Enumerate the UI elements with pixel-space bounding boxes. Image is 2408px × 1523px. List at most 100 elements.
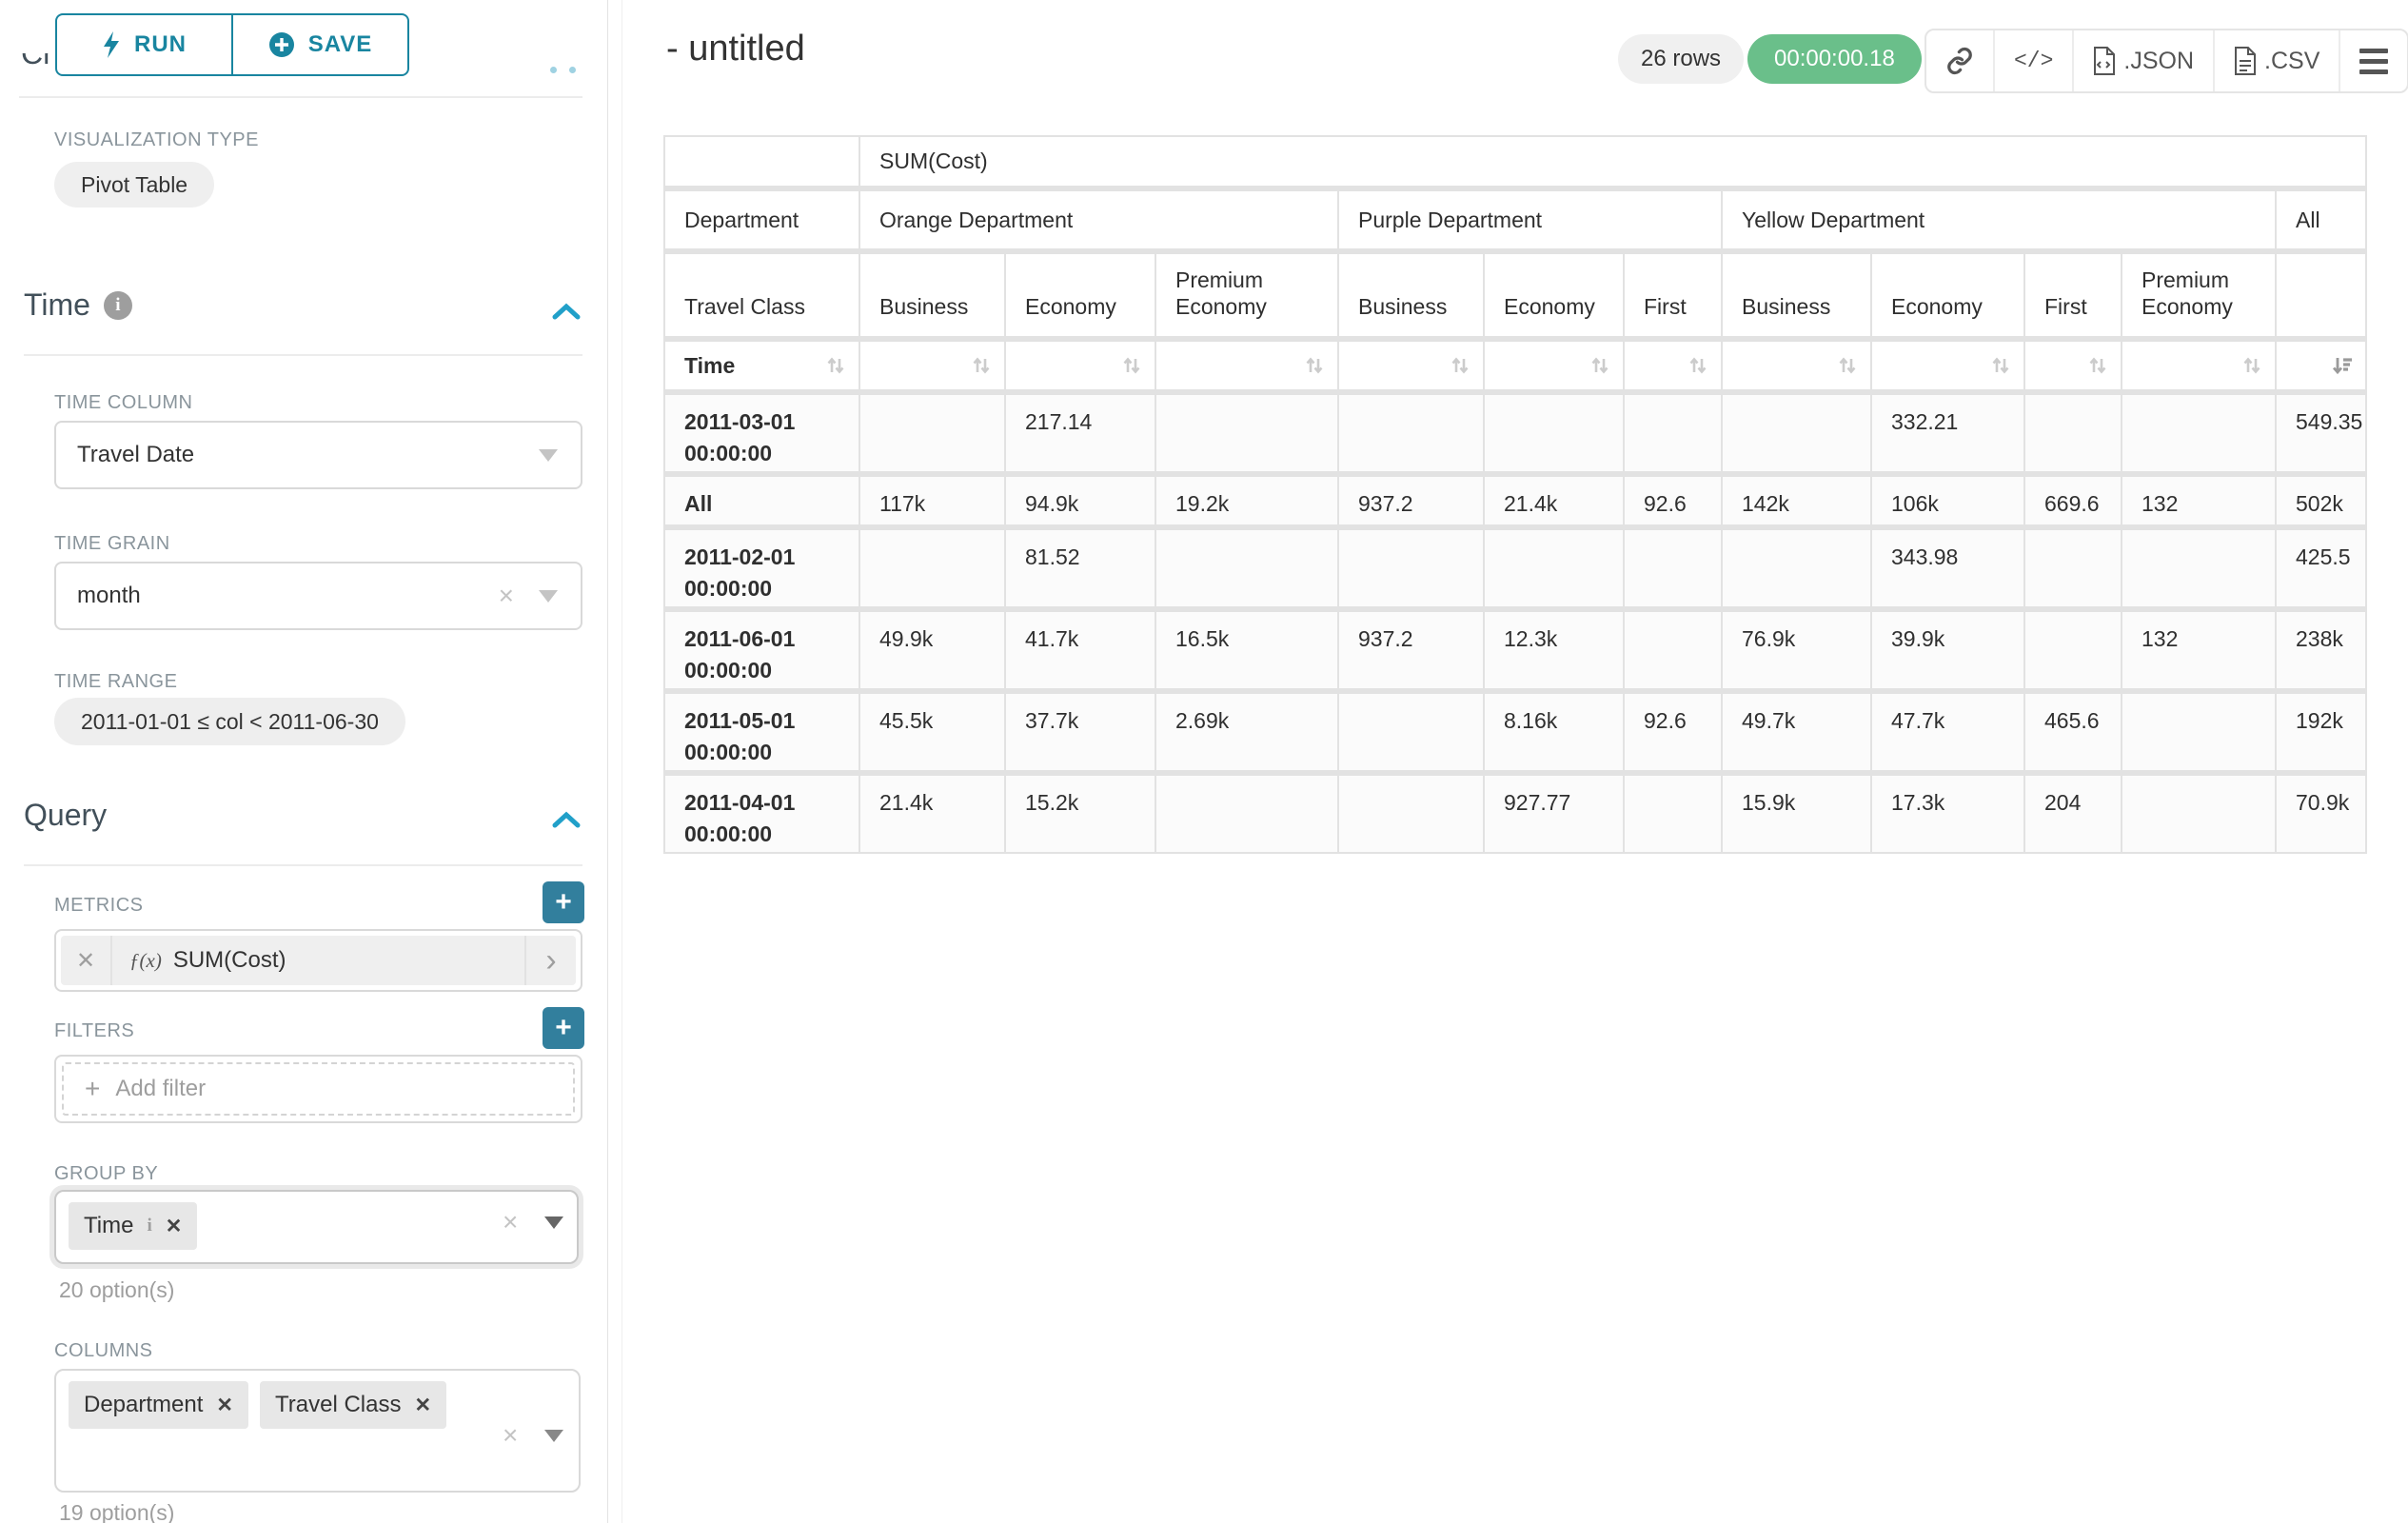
value-cell: 70.9k (2277, 776, 2365, 852)
leaf-column-header: First (1625, 254, 1721, 336)
bolt-icon (104, 31, 119, 58)
value-cell (1723, 530, 1870, 606)
remove-chip-icon[interactable]: ✕ (165, 1215, 183, 1237)
leaf-column-header: Economy (1006, 254, 1155, 336)
metric-name[interactable]: SUM(Cost) (172, 947, 286, 973)
remove-chip-icon[interactable]: ✕ (216, 1394, 233, 1416)
value-cell: 47.7k (1872, 694, 2023, 770)
remove-chip-icon[interactable]: ✕ (414, 1394, 432, 1416)
value-cell: 17.3k (1872, 776, 2023, 852)
sort-desc-header[interactable] (2277, 342, 2365, 389)
value-cell: 92.6 (1625, 477, 1721, 524)
leaf-column-header: Premium Economy (1156, 254, 1337, 336)
run-button[interactable]: RUN (57, 15, 231, 74)
row-count-badge: 26 rows (1618, 34, 1745, 84)
group-by-select[interactable]: Time i ✕ (54, 1190, 579, 1264)
caret-down-icon[interactable] (544, 1430, 563, 1442)
add-filter-plus-button[interactable]: + (543, 1007, 584, 1049)
time-grain-select[interactable]: month × (54, 562, 582, 630)
leaf-column-header: Economy (1872, 254, 2023, 336)
add-metric-button[interactable]: + (543, 881, 584, 923)
plus-circle-icon (268, 32, 294, 57)
value-cell: 37.7k (1006, 694, 1155, 770)
sort-header[interactable] (1625, 342, 1721, 389)
sort-header[interactable] (2025, 342, 2121, 389)
sort-header[interactable] (2122, 342, 2275, 389)
leaf-column-header: Premium Economy (2122, 254, 2275, 336)
time-column-select[interactable]: Travel Date (54, 421, 582, 489)
time-range-label: TIME RANGE (54, 671, 178, 692)
value-cell (1339, 776, 1483, 852)
value-cell (1339, 395, 1483, 471)
menu-button[interactable] (2339, 30, 2407, 91)
chevron-right-icon[interactable]: › (524, 936, 576, 985)
chevron-up-icon[interactable] (552, 303, 581, 320)
leaf-column-header (2277, 254, 2365, 336)
clear-icon[interactable]: × (503, 1420, 519, 1450)
value-cell: 94.9k (1006, 477, 1155, 524)
row-label-cell: 2011-03-01 00:00:00 (665, 395, 859, 471)
sort-header[interactable] (860, 342, 1004, 389)
sort-header[interactable] (1723, 342, 1870, 389)
leaf-column-header: First (2025, 254, 2121, 336)
value-cell: 45.5k (860, 694, 1004, 770)
panel-splitter[interactable] (607, 0, 608, 1523)
time-sort-header[interactable]: Time (665, 342, 859, 389)
value-cell (2122, 694, 2275, 770)
columns-chip[interactable]: Travel Class ✕ (260, 1381, 447, 1429)
time-range-pill[interactable]: 2011-01-01 ≤ col < 2011-06-30 (54, 698, 405, 745)
chart-title[interactable]: - untitled (666, 29, 805, 69)
value-cell: 2.69k (1156, 694, 1337, 770)
view-query-button[interactable]: </> (1993, 30, 2072, 91)
pivot-table-container: SUM(Cost) Department Orange Department Purp… (663, 135, 2367, 854)
value-cell (1625, 530, 1721, 606)
info-icon[interactable]: i (103, 290, 132, 320)
value-cell: 21.4k (1485, 477, 1623, 524)
group-by-chip[interactable]: Time i ✕ (69, 1202, 198, 1250)
sort-header[interactable] (1485, 342, 1623, 389)
row-label-cell: 2011-05-01 00:00:00 (665, 694, 859, 770)
row-label-cell: 2011-04-01 00:00:00 (665, 776, 859, 852)
info-icon[interactable]: i (147, 1216, 152, 1236)
remove-metric-icon[interactable]: ✕ (61, 936, 112, 985)
value-cell: 49.9k (860, 612, 1004, 688)
value-cell: 15.9k (1723, 776, 1870, 852)
value-cell: 39.9k (1872, 612, 2023, 688)
function-icon: ƒ(x) (129, 948, 162, 972)
columns-select[interactable]: Department ✕ Travel Class ✕ (54, 1369, 581, 1493)
value-cell: 21.4k (860, 776, 1004, 852)
export-json-button[interactable]: .JSON (2072, 30, 2213, 91)
value-cell (2122, 776, 2275, 852)
caret-down-icon[interactable] (544, 1216, 563, 1229)
export-csv-button[interactable]: .CSV (2213, 30, 2339, 91)
sort-header[interactable] (1872, 342, 2023, 389)
clear-icon[interactable]: × (498, 581, 514, 610)
time-section-title: Time i (24, 287, 132, 323)
clear-icon[interactable]: × (503, 1207, 519, 1236)
value-cell (1156, 395, 1337, 471)
columns-chip[interactable]: Department ✕ (69, 1381, 248, 1429)
column-group-header: Yellow Department (1723, 191, 2275, 248)
corner-cell (665, 137, 859, 186)
metric-item: ✕ ƒ(x) SUM(Cost) › (54, 929, 582, 992)
short-link-button[interactable] (1926, 30, 1993, 91)
columns-options-count: 19 option(s) (59, 1500, 175, 1523)
viz-type-pill[interactable]: Pivot Table (54, 162, 215, 208)
sort-header[interactable] (1156, 342, 1337, 389)
value-cell: 15.2k (1006, 776, 1155, 852)
save-button[interactable]: SAVE (231, 15, 407, 74)
time-column-label: TIME COLUMN (54, 392, 193, 413)
value-cell (2122, 530, 2275, 606)
sort-header[interactable] (1006, 342, 1155, 389)
value-cell: 927.77 (1485, 776, 1623, 852)
value-cell: 238k (2277, 612, 2365, 688)
column-group-header: Orange Department (860, 191, 1337, 248)
add-filter-button[interactable]: + Add filter (62, 1062, 575, 1116)
chevron-up-icon[interactable] (552, 811, 581, 828)
row-label-cell: 2011-06-01 00:00:00 (665, 612, 859, 688)
value-cell: 502k (2277, 477, 2365, 524)
sort-header[interactable] (1339, 342, 1483, 389)
value-cell: 937.2 (1339, 477, 1483, 524)
value-cell (1339, 694, 1483, 770)
plus-icon: + (85, 1074, 101, 1103)
